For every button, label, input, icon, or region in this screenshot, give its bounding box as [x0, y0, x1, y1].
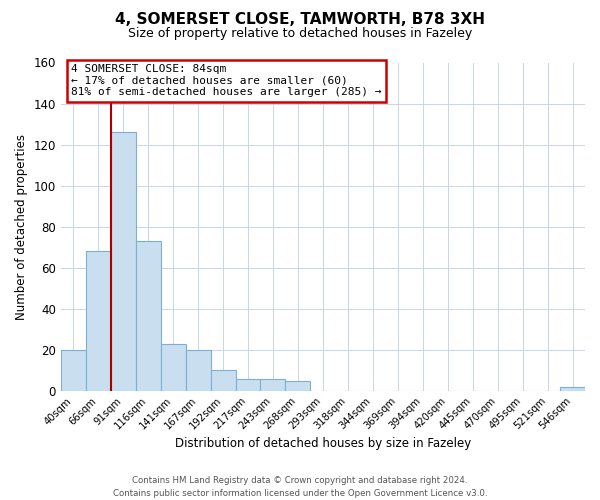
Bar [136, 241, 161, 391]
Bar [86, 252, 111, 391]
Bar [211, 370, 236, 391]
Bar [236, 378, 260, 391]
Bar [111, 132, 136, 391]
Bar [185, 350, 211, 391]
Y-axis label: Number of detached properties: Number of detached properties [15, 134, 28, 320]
Bar [560, 387, 585, 391]
Text: 4 SOMERSET CLOSE: 84sqm
← 17% of detached houses are smaller (60)
81% of semi-de: 4 SOMERSET CLOSE: 84sqm ← 17% of detache… [71, 64, 382, 98]
Text: Contains HM Land Registry data © Crown copyright and database right 2024.
Contai: Contains HM Land Registry data © Crown c… [113, 476, 487, 498]
Text: Size of property relative to detached houses in Fazeley: Size of property relative to detached ho… [128, 28, 472, 40]
X-axis label: Distribution of detached houses by size in Fazeley: Distribution of detached houses by size … [175, 437, 471, 450]
Text: 4, SOMERSET CLOSE, TAMWORTH, B78 3XH: 4, SOMERSET CLOSE, TAMWORTH, B78 3XH [115, 12, 485, 28]
Bar [260, 378, 286, 391]
Bar [286, 380, 310, 391]
Bar [161, 344, 185, 391]
Bar [61, 350, 86, 391]
